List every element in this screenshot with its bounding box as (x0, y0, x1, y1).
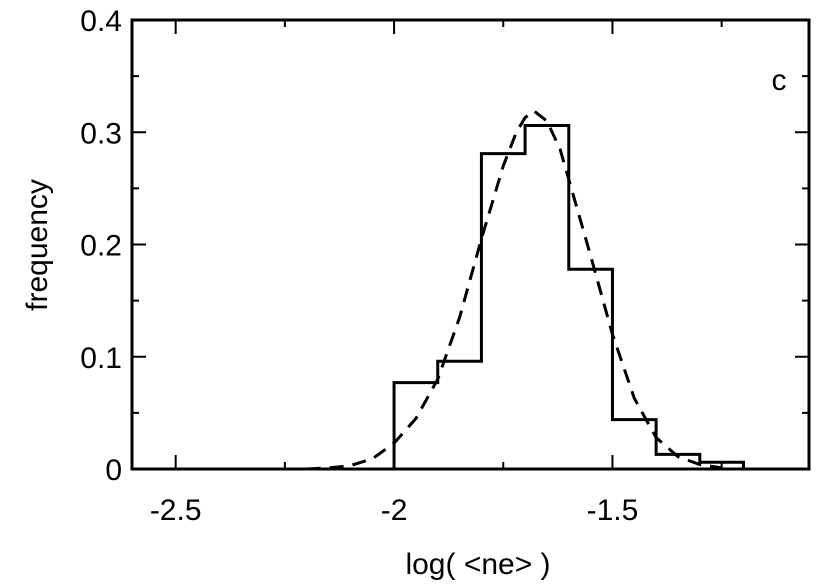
tick-labels: 0 0.1 0.2 0.3 0.4 -2.5 -2 -1.5 (80, 5, 638, 527)
panel-label: c (772, 64, 787, 97)
x-tick-label: -2.5 (150, 494, 202, 527)
y-tick-label: 0.4 (80, 5, 122, 38)
tick-marks (132, 19, 809, 470)
series-layer (132, 109, 745, 471)
fit-curve-dashed (306, 109, 722, 471)
y-axis-label: frequency (21, 179, 54, 311)
y-tick-label: 0.2 (80, 230, 122, 263)
histogram-steps (392, 124, 745, 469)
plot-frame (130, 18, 811, 471)
x-axis-label: log( <ne> ) (405, 548, 550, 581)
x-tick-label: -2 (381, 494, 408, 527)
y-tick-label: 0.3 (80, 117, 122, 150)
x-tick-label: -1.5 (587, 494, 639, 527)
y-tick-label: 0.1 (80, 342, 122, 375)
y-tick-label: 0 (105, 454, 122, 487)
